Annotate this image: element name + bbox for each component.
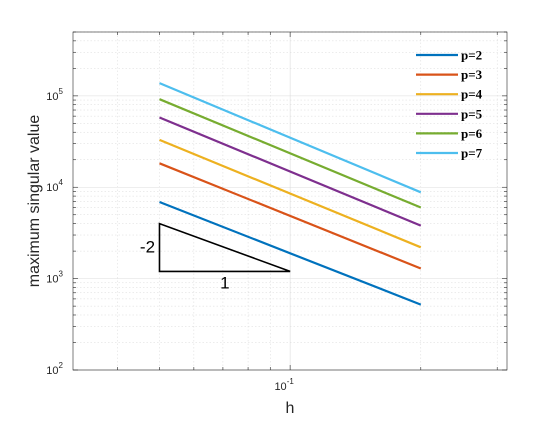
legend: p=2 p=3 p=4 p=5 p=6 p=7 [416, 48, 483, 161]
series-line-p=2 [159, 200, 422, 306]
legend-label-p=3: p=3 [461, 67, 483, 82]
y-tick-label: 103 [46, 270, 63, 286]
legend-label-p=7: p=7 [461, 146, 483, 161]
y-tick-label: 102 [46, 361, 63, 377]
slope-horizontal-label: 1 [220, 273, 229, 292]
series-lines [159, 82, 422, 306]
x-tick-label: 10-1 [274, 377, 294, 393]
legend-label-p=6: p=6 [461, 126, 483, 141]
legend-label-p=4: p=4 [461, 87, 483, 102]
series-line-p=4 [159, 138, 422, 249]
y-axis-label: maximum singular value [26, 115, 43, 288]
slope-vertical-label: -2 [140, 237, 155, 256]
y-tick-label: 105 [46, 87, 63, 103]
series-line-p=7 [159, 82, 422, 194]
y-tick-label: 104 [46, 178, 63, 194]
slope-triangle-shape [158, 222, 291, 273]
legend-label-p=5: p=5 [461, 106, 483, 121]
grid-lines [73, 31, 507, 371]
legend-label-p=2: p=2 [461, 48, 482, 63]
x-axis-label: h [286, 400, 295, 417]
axis-ticks: 102 103 104 105 10-1 [46, 31, 507, 393]
series-line-p=6 [159, 98, 422, 209]
series-line-p=3 [159, 162, 422, 270]
series-line-p=5 [159, 116, 422, 227]
slope-triangle: -2 1 [140, 222, 291, 292]
